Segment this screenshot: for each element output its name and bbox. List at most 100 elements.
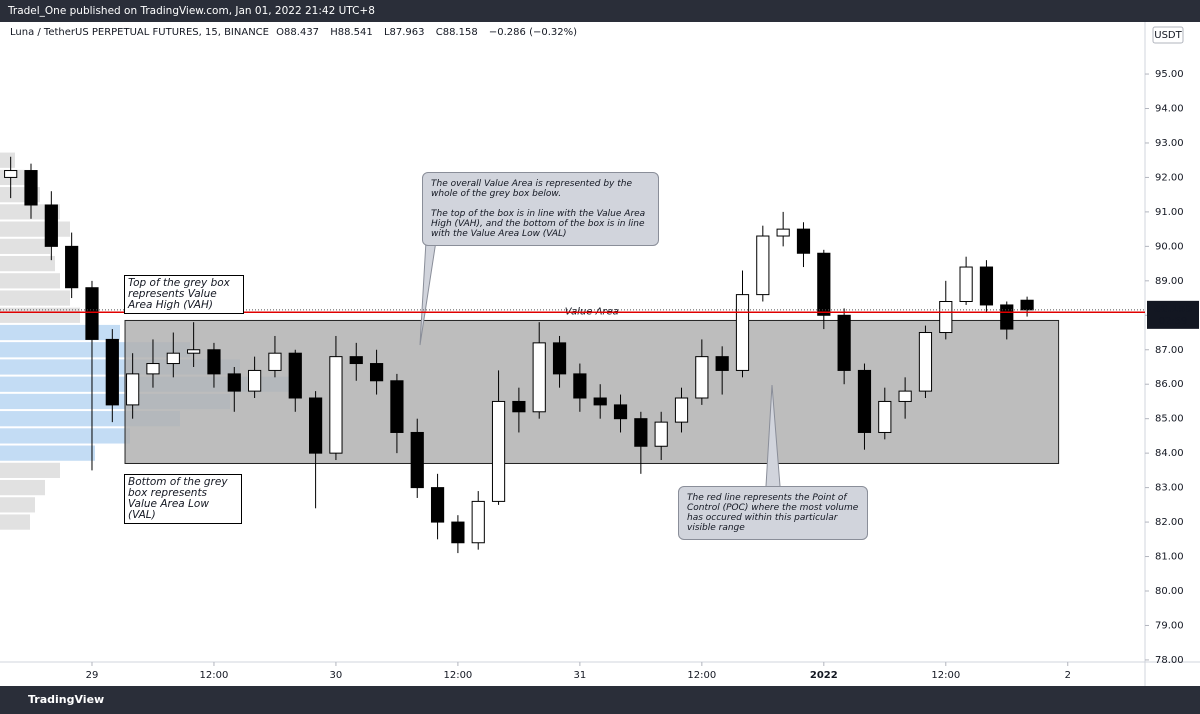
- y-tick-label: 83.00: [1155, 483, 1184, 494]
- candle-body: [613, 404, 628, 420]
- candle-body: [187, 349, 201, 354]
- ohlc-label: O: [276, 27, 285, 38]
- last-price-label: 88.158: [1154, 304, 1193, 315]
- candle-body: [349, 356, 363, 365]
- volume-profile-bar: [0, 152, 15, 168]
- volume-profile-bar: [0, 273, 60, 289]
- candle-body: [491, 400, 506, 502]
- candle-body: [451, 521, 465, 544]
- change: −0.286 (−0.32%): [488, 27, 578, 38]
- publisher-line: Tradel_One published on TradingView.com,…: [0, 0, 1200, 22]
- candle-body: [532, 342, 546, 413]
- candle-body: [227, 373, 241, 392]
- y-tick-label: 89.00: [1155, 276, 1184, 287]
- y-tick-label: 84.00: [1155, 448, 1184, 459]
- candle-body: [654, 421, 668, 447]
- volume-profile-bar: [0, 324, 120, 341]
- ohlc-open: O88.437: [276, 27, 323, 38]
- y-tick-label: 80.00: [1155, 586, 1184, 597]
- poc-callout: The red line represents the Point of Con…: [678, 486, 868, 540]
- value-area-box: [124, 319, 1060, 464]
- ohlc-label: C: [435, 27, 443, 38]
- candle-body: [65, 245, 79, 289]
- candle-body: [837, 314, 851, 371]
- value-area-callout: The overall Value Area is represented by…: [422, 172, 659, 246]
- callout-pointer: [419, 240, 437, 346]
- candle-body: [44, 204, 58, 247]
- y-tick-label: 94.00: [1155, 104, 1184, 115]
- candle-body: [390, 380, 404, 433]
- candle-body: [207, 349, 221, 375]
- y-tick-label: 81.00: [1155, 552, 1184, 563]
- ohlc-value: 88.158: [442, 27, 478, 38]
- ohlc-value: 88.541: [337, 27, 373, 38]
- ohlc-value: 87.963: [389, 27, 425, 38]
- candle-body: [776, 228, 790, 237]
- y-tick-label: 86.00: [1155, 379, 1184, 390]
- candle-body: [898, 390, 912, 402]
- candle-body: [695, 356, 709, 399]
- brand[interactable]: TradingView: [0, 686, 1200, 714]
- candle-body: [959, 266, 973, 303]
- ohlc-low: L87.963: [384, 27, 429, 38]
- price-axis: [1145, 22, 1200, 686]
- candle-body: [85, 287, 99, 340]
- currency[interactable]: USDT: [1154, 30, 1182, 41]
- x-tick-label: 12:00: [931, 670, 960, 681]
- x-tick-label: 2022: [810, 670, 838, 681]
- candle-body: [288, 352, 302, 399]
- candle-body: [573, 373, 587, 399]
- candle-body: [4, 170, 18, 178]
- volume-profile-bar: [0, 428, 130, 444]
- candle-body: [756, 235, 770, 296]
- candle-body: [817, 252, 831, 316]
- volume-profile-bar: [0, 290, 70, 306]
- countdown: 02:59: [1159, 316, 1188, 327]
- x-tick-label: 29: [86, 670, 99, 681]
- candle-body: [552, 342, 567, 375]
- candle-body: [329, 356, 343, 454]
- y-tick-label: 91.00: [1155, 207, 1184, 218]
- volume-profile-bar: [0, 445, 95, 461]
- volume-profile-bar: [0, 221, 70, 237]
- candle-body: [471, 500, 485, 544]
- candle-body: [24, 170, 38, 206]
- candle-body: [248, 369, 262, 392]
- volume-profile-bar: [0, 255, 55, 272]
- candle-body: [857, 369, 872, 433]
- candle-body: [268, 352, 282, 371]
- currency-box: [1152, 26, 1184, 44]
- candle-body: [674, 397, 689, 423]
- volume-profile-bar: [0, 462, 60, 478]
- callout-text: The overall Value Area is represented by…: [431, 179, 632, 199]
- ohlc-label: H: [330, 27, 338, 38]
- y-tick-label: 93.00: [1155, 138, 1184, 149]
- candle-body: [126, 373, 140, 406]
- y-tick-label: 79.00: [1155, 620, 1184, 631]
- y-tick-label: 82.00: [1155, 517, 1184, 528]
- candle-body: [1020, 299, 1034, 311]
- ohlc-value: 88.437: [284, 27, 320, 38]
- candle-body: [634, 418, 648, 447]
- candle-body: [918, 332, 933, 392]
- x-tick-label: 12:00: [200, 670, 229, 681]
- volume-profile-bar: [0, 479, 45, 496]
- x-tick-label: 31: [574, 670, 587, 681]
- callout-text: The top of the box is in line with the V…: [431, 209, 646, 239]
- candle-body: [796, 228, 811, 254]
- callout-pointer: [765, 384, 781, 487]
- candle-body: [1000, 304, 1014, 330]
- ohlc-close: C88.158: [436, 27, 482, 38]
- y-tick-label: 87.00: [1155, 345, 1184, 356]
- vah-note: Top of the grey box represents Value Are…: [124, 275, 244, 314]
- candle-body: [430, 487, 445, 523]
- y-tick-label: 78.00: [1155, 655, 1184, 666]
- symbol[interactable]: Luna / TetherUS PERPETUAL FUTURES, 15, B…: [10, 27, 269, 38]
- candle-body: [410, 431, 424, 489]
- x-tick-label: 12:00: [687, 670, 716, 681]
- x-tick-label: 12:00: [443, 670, 472, 681]
- val-note: Bottom of the grey box represents Value …: [124, 474, 242, 524]
- candle-body: [878, 400, 892, 433]
- candle-body: [146, 363, 160, 375]
